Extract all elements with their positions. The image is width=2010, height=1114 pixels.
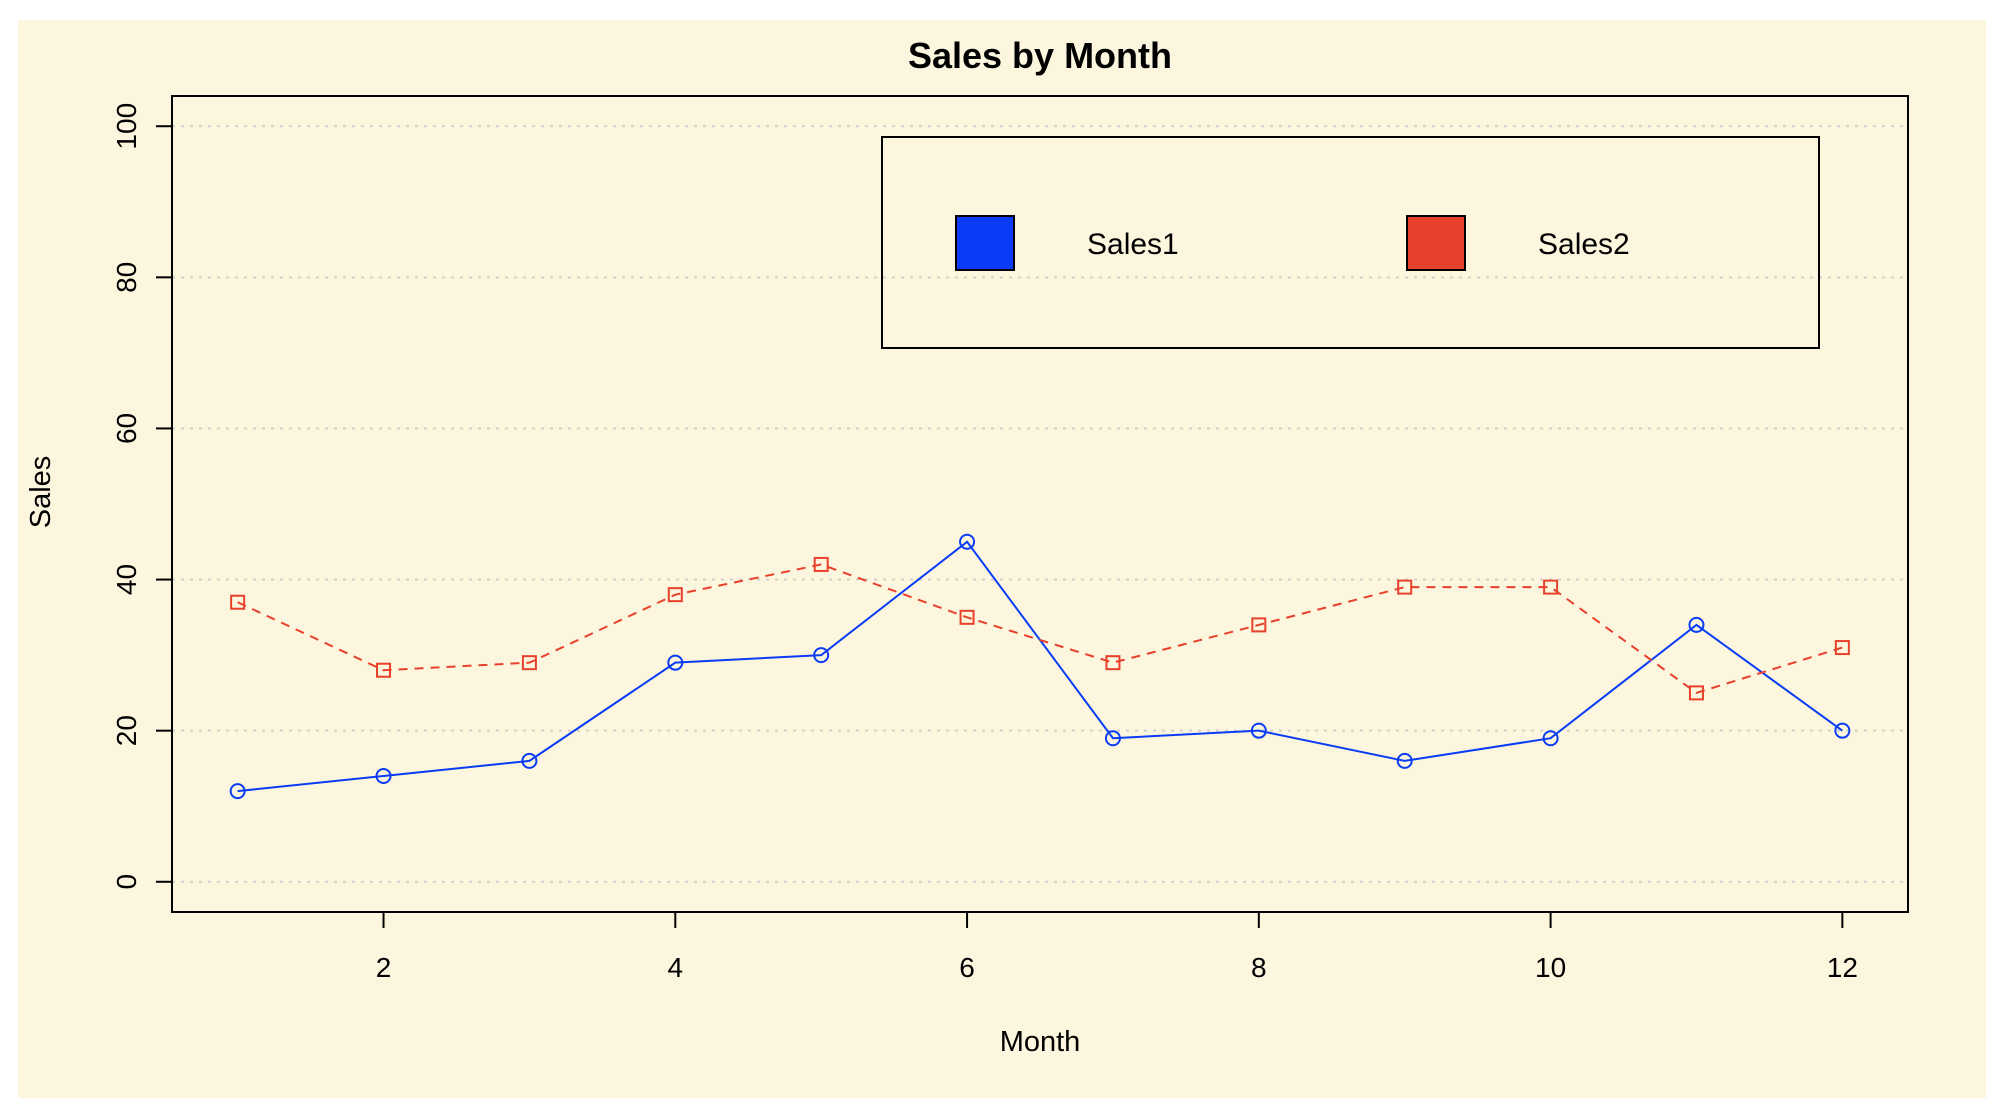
series-group	[229, 533, 1851, 800]
data-point	[229, 783, 246, 800]
y-tick-label: 100	[111, 103, 142, 150]
data-point	[1543, 579, 1559, 595]
data-point	[1834, 640, 1850, 656]
data-point	[1834, 722, 1851, 739]
y-axis-title: Sales	[25, 456, 57, 529]
data-point	[959, 533, 976, 550]
x-tick-label: 10	[1535, 952, 1566, 983]
data-point	[667, 654, 684, 671]
y-tick-label: 60	[111, 413, 142, 444]
line-chart: Sales by Month Month Sales 2 4 6 8 10 12 0 20 40…	[25, 35, 1909, 1058]
data-point	[376, 662, 392, 678]
data-point	[1251, 617, 1267, 633]
x-tick-label: 8	[1251, 952, 1267, 983]
data-point	[813, 647, 830, 664]
series-line-Sales2	[237, 563, 1843, 694]
x-tick-label: 2	[376, 952, 392, 983]
data-point	[1104, 730, 1121, 747]
axes: 2 4 6 8 10 12 0 20 40 60 80 100	[111, 95, 1909, 983]
legend-label-Sales2: Sales2	[1538, 228, 1630, 261]
data-point	[230, 594, 246, 610]
x-tick-label: 12	[1827, 952, 1858, 983]
x-axis-title: Month	[1000, 1026, 1081, 1058]
chart-panel: Sales by Month Month Sales 2 4 6 8 10 12 0 20 40…	[18, 20, 1986, 1098]
legend-label-Sales1: Sales1	[1087, 228, 1179, 261]
data-point	[521, 752, 538, 769]
data-point	[375, 768, 392, 784]
data-point	[521, 655, 537, 671]
data-point	[1688, 616, 1705, 633]
y-tick-label: 40	[111, 564, 142, 595]
x-tick-label: 4	[668, 952, 684, 983]
data-point	[1396, 752, 1413, 769]
y-tick-label: 0	[111, 874, 142, 890]
y-tick-label: 20	[111, 715, 142, 746]
data-point	[1688, 685, 1704, 701]
x-tick-label: 6	[959, 952, 975, 983]
plot-border	[171, 95, 1909, 913]
data-point	[959, 609, 975, 625]
legend-swatch-Sales1	[955, 215, 1015, 271]
chart-title: Sales by Month	[908, 35, 1172, 76]
data-point	[813, 556, 829, 572]
y-tick-label: 80	[111, 262, 142, 293]
data-point	[667, 587, 683, 603]
series-Sales1	[229, 533, 1851, 800]
data-point	[1542, 730, 1559, 747]
data-point	[1397, 579, 1413, 595]
grid-lines	[172, 125, 1908, 883]
data-point	[1250, 722, 1267, 739]
data-point	[1105, 655, 1121, 671]
legend-swatch-Sales2	[1406, 215, 1466, 271]
series-Sales2	[230, 556, 1850, 701]
legend-box	[881, 136, 1820, 349]
legend: Sales1 Sales2	[881, 136, 1820, 349]
